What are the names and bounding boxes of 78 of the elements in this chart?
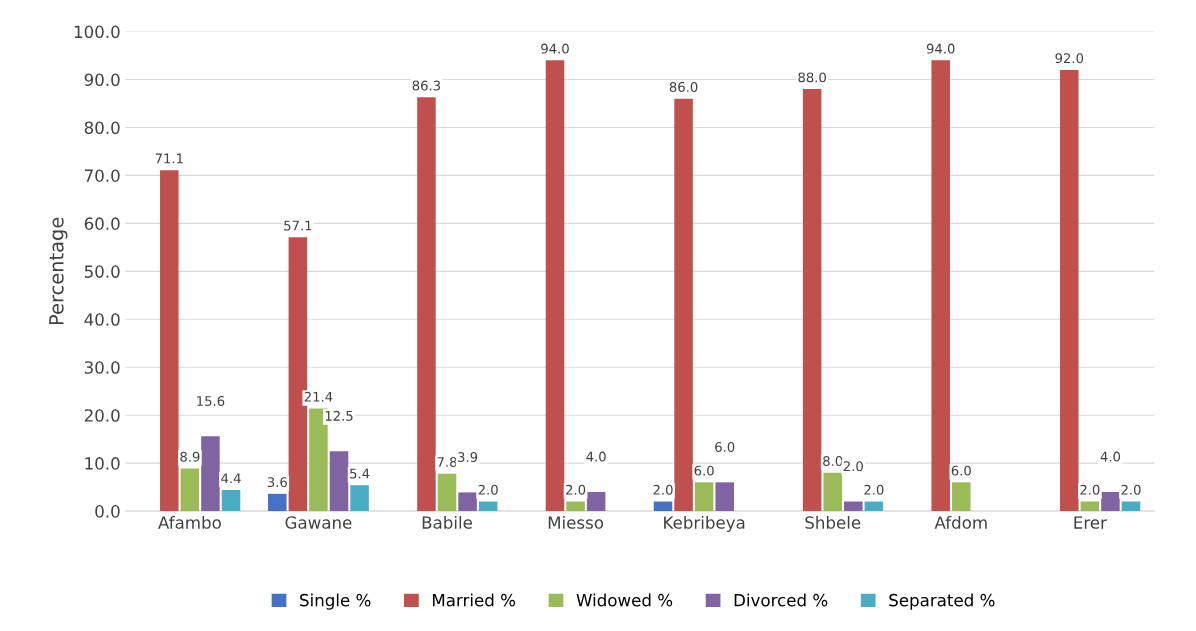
x-tick-label: Afdom (934, 515, 987, 529)
legend-label: Single % (300, 593, 371, 610)
y-tick-label: 40.0 (84, 313, 120, 326)
data-label: 4.0 (586, 451, 606, 462)
y-tick-label: 80.0 (84, 121, 120, 135)
data-label: 8.9 (180, 451, 200, 462)
x-tick-label: Miesso (548, 515, 604, 529)
legend-label: Separated % (889, 593, 995, 610)
y-tick-label: 50.0 (84, 265, 120, 278)
y-tick-label: 20.0 (84, 409, 120, 422)
bar (674, 98, 693, 512)
y-tick-label: 90.0 (84, 73, 120, 87)
bar (350, 485, 369, 512)
data-label: 6.0 (694, 465, 714, 476)
data-label: 6.0 (715, 442, 735, 452)
x-tick-label: Shbele (805, 515, 861, 529)
bar (931, 60, 950, 512)
data-label: 6.0 (951, 465, 971, 476)
y-tick-label: 100.0 (74, 25, 120, 39)
bar (545, 60, 565, 512)
bar (1101, 491, 1120, 512)
bar (160, 170, 179, 512)
data-label: 94.0 (541, 43, 569, 54)
bar (952, 482, 971, 512)
data-label: 2.0 (478, 484, 498, 495)
data-label: 21.4 (304, 391, 333, 402)
data-label: 2.0 (843, 461, 863, 472)
bar (802, 89, 822, 512)
bar (715, 482, 734, 512)
data-label: 3.9 (458, 452, 478, 463)
bar (694, 482, 714, 512)
bar (478, 501, 498, 512)
data-label: 3.6 (267, 477, 287, 488)
bar (653, 501, 673, 512)
data-label: 2.0 (1080, 484, 1100, 495)
bar (864, 501, 884, 512)
bar (268, 493, 287, 512)
data-label: 2.0 (1121, 484, 1141, 495)
data-label: 71.1 (155, 153, 183, 164)
bar (417, 97, 436, 512)
y-axis-title: Percentage (49, 217, 68, 325)
data-label: 2.0 (864, 484, 884, 495)
data-label: 15.6 (197, 395, 225, 406)
data-label: 12.5 (325, 410, 353, 421)
x-tick-label: Babile (422, 515, 472, 529)
data-label: 4.0 (1100, 451, 1121, 462)
bar (1121, 501, 1141, 512)
data-label: 57.1 (284, 220, 312, 231)
y-tick-label: 30.0 (84, 361, 120, 374)
x-tick-label: Erer (1074, 516, 1107, 529)
y-tick-label: 60.0 (84, 217, 120, 230)
data-label: 94.0 (926, 43, 955, 54)
data-label: 7.8 (437, 457, 457, 467)
x-tick-label: Afambo (158, 515, 221, 529)
data-label: 2.0 (653, 484, 673, 495)
legend-label: Widowed % (576, 593, 673, 607)
y-tick-label: 0.0 (95, 505, 120, 518)
bar (586, 491, 606, 512)
data-label: 2.0 (566, 484, 586, 495)
bar (201, 436, 220, 512)
bar (844, 501, 863, 512)
x-tick-label: Kebribeya (664, 515, 745, 533)
bar (458, 492, 477, 512)
bar (823, 472, 842, 512)
data-label: 88.0 (798, 72, 826, 83)
data-label: 86.3 (412, 80, 441, 91)
x-tick-label: Gawane (285, 516, 352, 529)
data-label: 86.0 (669, 81, 698, 92)
data-label: 5.4 (350, 468, 370, 479)
legend-label: Married % (433, 593, 516, 607)
bar (329, 451, 349, 512)
bar (221, 490, 241, 512)
legend-label: Divorced % (734, 593, 828, 607)
data-label: 4.4 (221, 473, 241, 484)
data-label: 8.0 (823, 456, 843, 467)
y-tick-label: 70.0 (84, 169, 120, 182)
data-label: 92.0 (1055, 53, 1084, 64)
y-tick-label: 10.0 (85, 457, 120, 470)
